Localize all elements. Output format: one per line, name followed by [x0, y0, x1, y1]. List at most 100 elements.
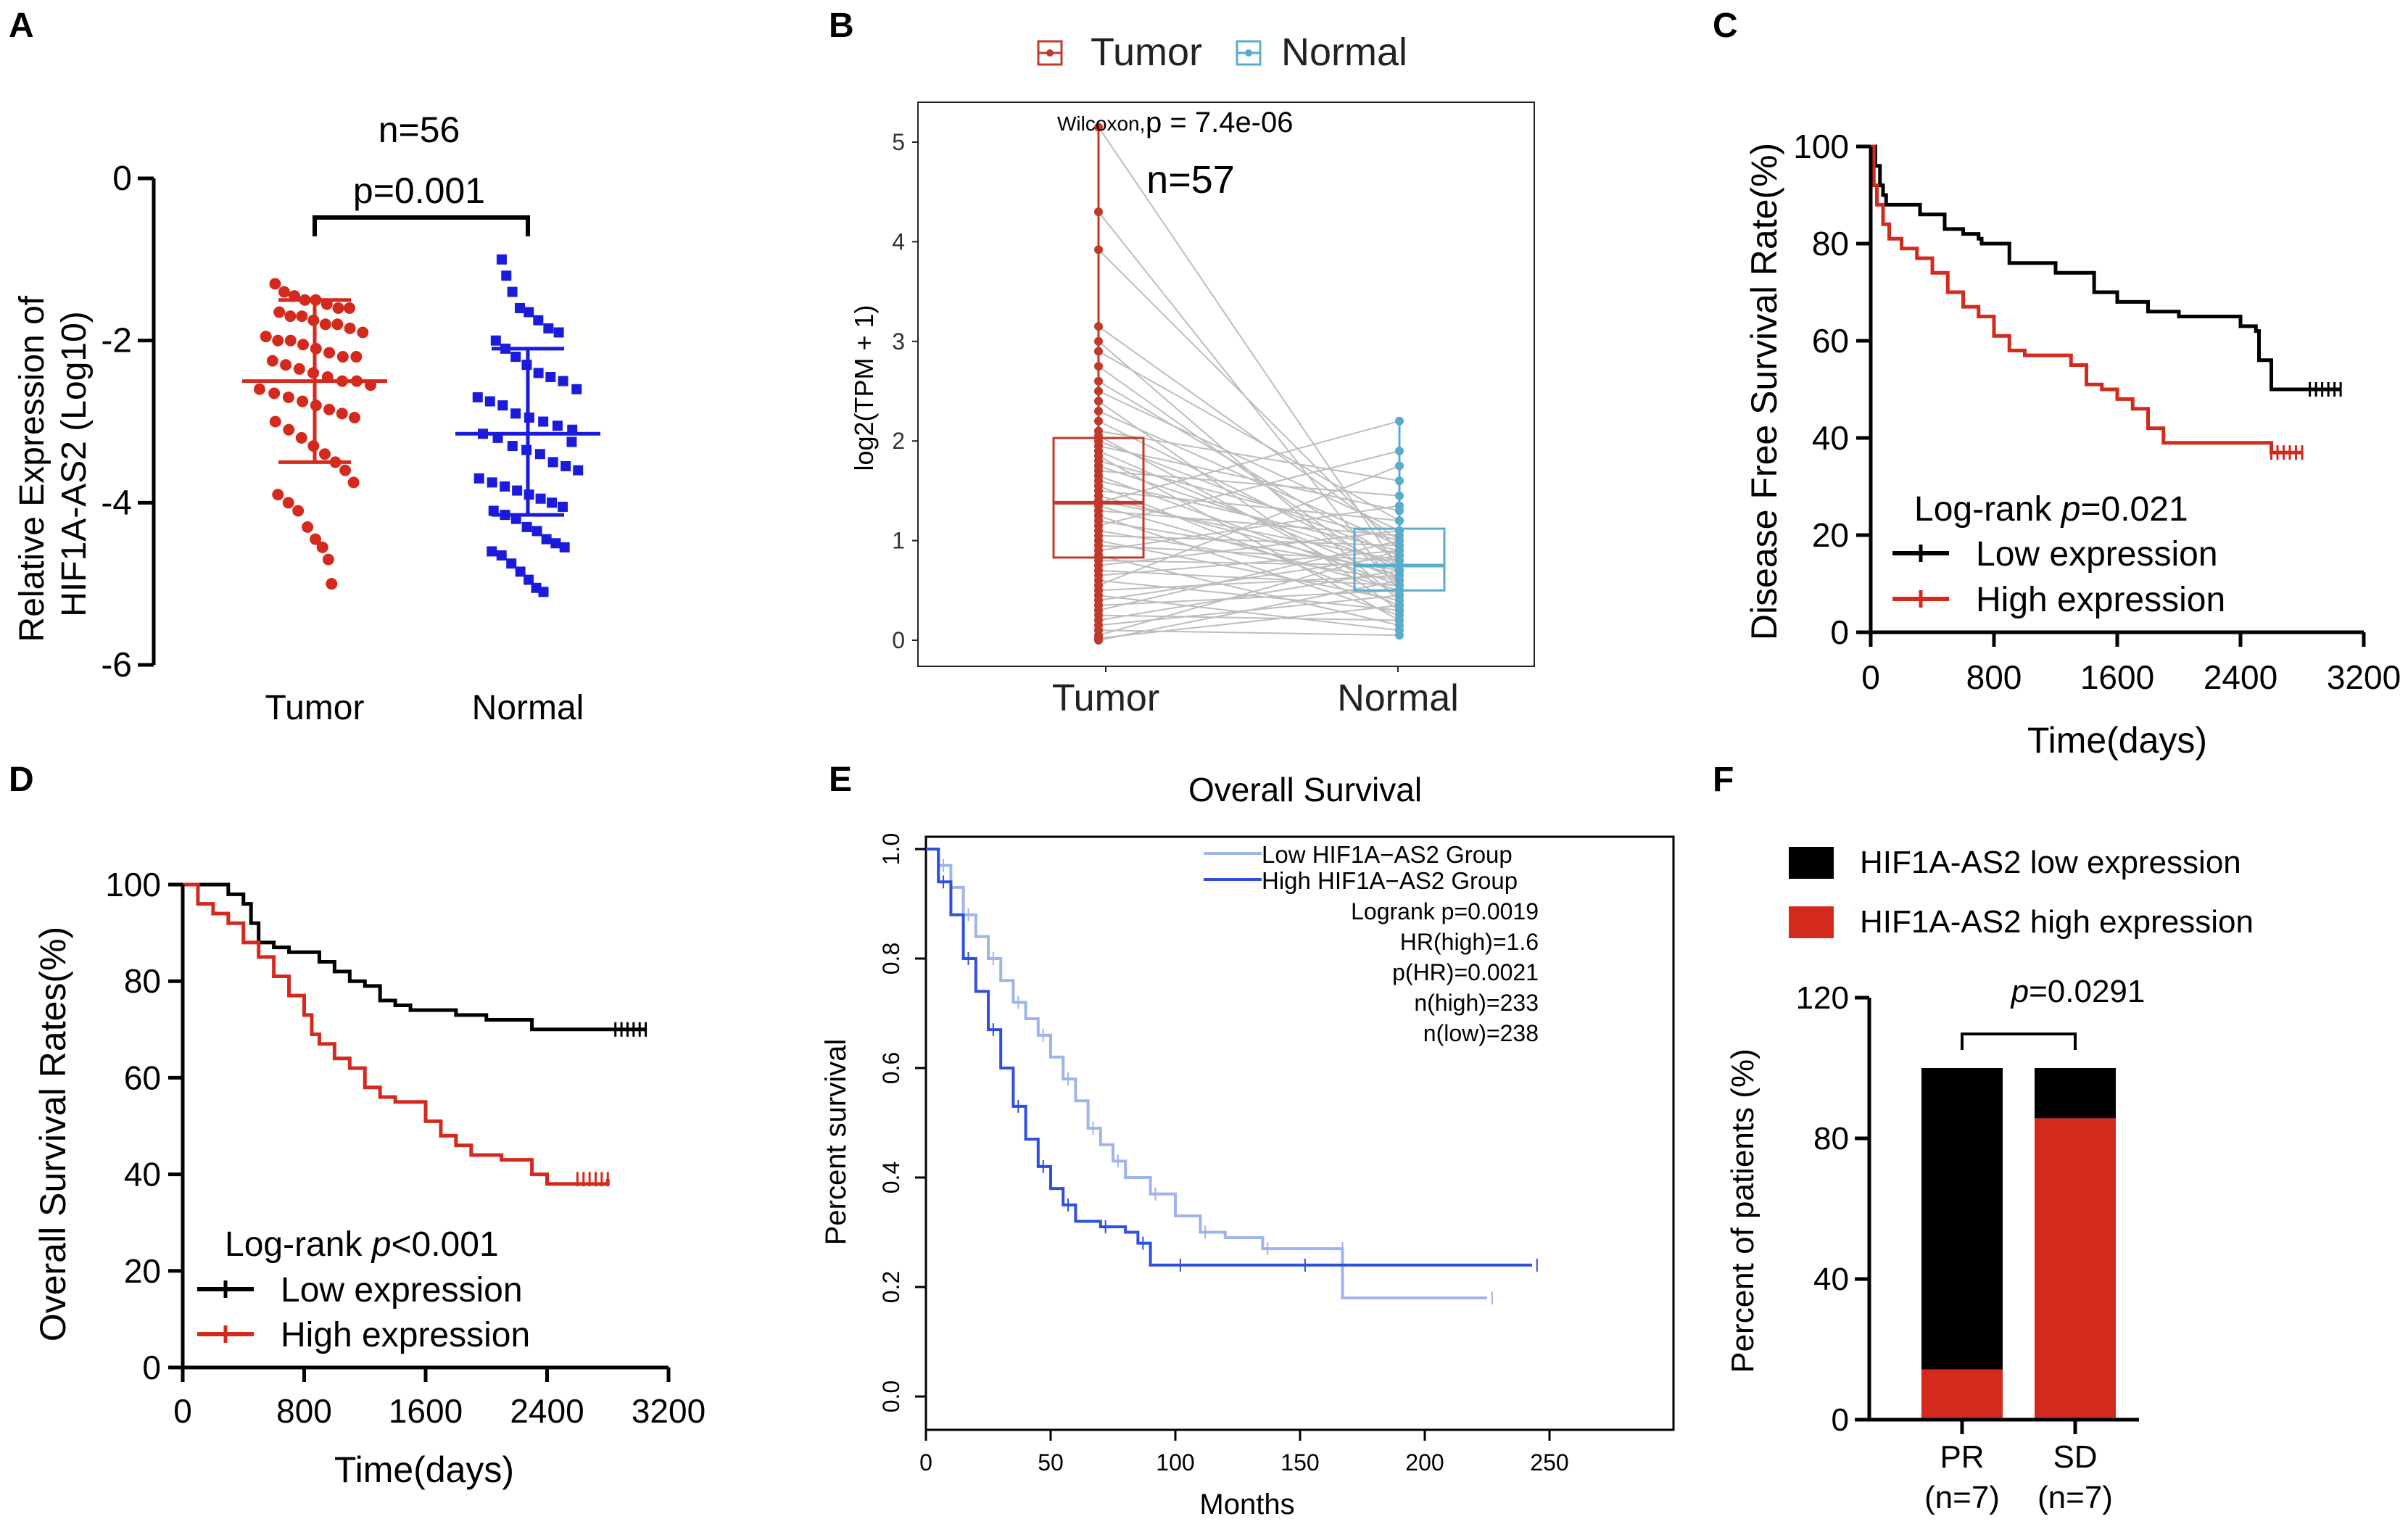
x-tick-label: Tumor — [265, 689, 365, 727]
y-tick-label: 5 — [892, 129, 905, 155]
data-point — [1395, 501, 1404, 510]
chart-f-svg: HIF1A-AS2 low expression HIF1A-AS2 high … — [1725, 845, 2254, 1515]
y-tick-label: 60 — [124, 1059, 161, 1096]
data-point — [515, 566, 526, 577]
data-point — [1395, 516, 1404, 526]
data-point — [1094, 322, 1103, 331]
legend: Tumor Normal — [1037, 30, 1407, 74]
data-point — [571, 384, 582, 394]
data-point — [559, 542, 570, 553]
log-rank-test: Log-rank p<0.001 — [225, 1225, 499, 1264]
data-point — [284, 334, 297, 347]
y-axis-label: Overall Survival Rates(%) — [33, 927, 73, 1341]
legend-low-label: Low HIF1A−AS2 Group — [1262, 841, 1513, 868]
data-point — [543, 323, 554, 334]
pair-line — [1098, 545, 1400, 562]
legend-low-label: Low expression — [281, 1271, 523, 1309]
y-tick-label: 3 — [892, 328, 905, 355]
legend-normal-icon — [1236, 40, 1262, 66]
data-point — [533, 315, 544, 326]
panel-label-b: B — [829, 7, 854, 45]
data-point — [553, 327, 564, 338]
legend-high-icon — [197, 1325, 254, 1343]
data-point — [293, 363, 305, 375]
data-point — [510, 352, 521, 363]
y-tick-label: 4 — [892, 228, 905, 255]
legend-high-label: High HIF1A−AS2 Group — [1262, 867, 1518, 894]
data-point — [538, 587, 549, 597]
y-tick-label: 0.4 — [878, 1162, 904, 1193]
data-point — [1094, 416, 1103, 426]
data-point — [552, 421, 563, 431]
survival-curve — [1871, 144, 2341, 392]
data-point — [560, 461, 571, 472]
data-point — [282, 497, 294, 509]
data-point — [268, 387, 281, 400]
y-tick-label: 120 — [1796, 980, 1849, 1016]
pair-line — [1098, 489, 1400, 522]
data-point — [295, 431, 307, 444]
p-value: p = 7.4e-06 — [1146, 107, 1294, 138]
data-point — [273, 306, 286, 318]
legend-tumor-label: Tumor — [1091, 30, 1202, 74]
x-tick-label: Normal — [472, 689, 584, 727]
data-point — [524, 307, 534, 318]
legend-high-icon — [1892, 590, 1949, 608]
pair-line — [1098, 569, 1400, 621]
legend-low-label: Low expression — [1976, 535, 2218, 574]
data-point — [472, 392, 483, 402]
pair-line — [1098, 510, 1400, 537]
legend-low-icon — [197, 1280, 254, 1298]
data-point — [350, 351, 363, 363]
data-point — [297, 395, 309, 407]
pair-line — [1098, 539, 1400, 611]
x-tick-label: 200 — [1405, 1449, 1444, 1476]
chart-a-svg: 0 -2 -4 -6 Relative Expression of HIF1A-AS2… — [13, 109, 600, 727]
chart-d: 0 20 40 60 80 100 0 800 1600 2400 3200 Overall Sur… — [0, 754, 798, 1527]
y-tick-label: 20 — [1812, 516, 1849, 554]
data-point — [319, 318, 331, 331]
panel-label-d: D — [9, 761, 34, 799]
data-point — [269, 415, 281, 428]
data-point — [322, 553, 334, 566]
bar-high-expression — [2035, 1118, 2116, 1420]
pair-line — [1098, 420, 1400, 571]
y-axis-label: log2(TPM + 1) — [849, 305, 879, 471]
data-point — [260, 331, 272, 343]
y-tick-label: 0.0 — [878, 1381, 904, 1412]
data-point — [302, 521, 314, 533]
y-tick-label: 0.8 — [878, 943, 904, 974]
y-tick-label: 100 — [105, 866, 161, 903]
chart-e-svg: 0.0 0.2 0.4 0.6 0.8 1.0 0 50 100 150 200 250 Overal… — [820, 771, 1675, 1520]
data-point — [272, 489, 284, 501]
data-point — [284, 310, 297, 323]
stat-p-hr: p(HR)=0.0021 — [1392, 959, 1539, 985]
annotation-p: p=0.0291 — [2010, 974, 2146, 1009]
data-point — [310, 533, 322, 545]
data-point — [547, 497, 558, 508]
pair-line — [1098, 450, 1400, 526]
x-axis-label: Months — [1199, 1489, 1294, 1520]
data-point — [280, 359, 292, 371]
data-point — [541, 534, 552, 545]
x-tick-label: Tumor — [1052, 677, 1159, 719]
pair-line — [1098, 520, 1400, 571]
data-point — [514, 302, 525, 313]
panel-label-f: F — [1713, 761, 1734, 799]
data-point — [545, 371, 556, 382]
y-axis-label: Relative Expression of HIF1A-AS2 (Log10) — [13, 286, 94, 642]
y-tick-label: -4 — [101, 484, 132, 522]
legend-tumor-icon — [1037, 40, 1063, 66]
data-point — [344, 322, 356, 334]
data-point — [323, 403, 336, 415]
data-point — [497, 400, 508, 411]
data-point — [1395, 461, 1404, 471]
chart-c: 0 20 40 60 80 100 0 800 1600 2400 3200 Disease Fre… — [1711, 0, 2408, 761]
data-point — [266, 355, 278, 367]
y-axis-label: Percent survival — [820, 1039, 852, 1246]
panel-label-e: E — [829, 761, 853, 799]
data-point — [357, 326, 369, 339]
data-point — [501, 270, 512, 281]
x-tick-label: 3200 — [2327, 658, 2401, 696]
legend: Low HIF1A−AS2 Group High HIF1A−AS2 Group — [1204, 841, 1518, 894]
